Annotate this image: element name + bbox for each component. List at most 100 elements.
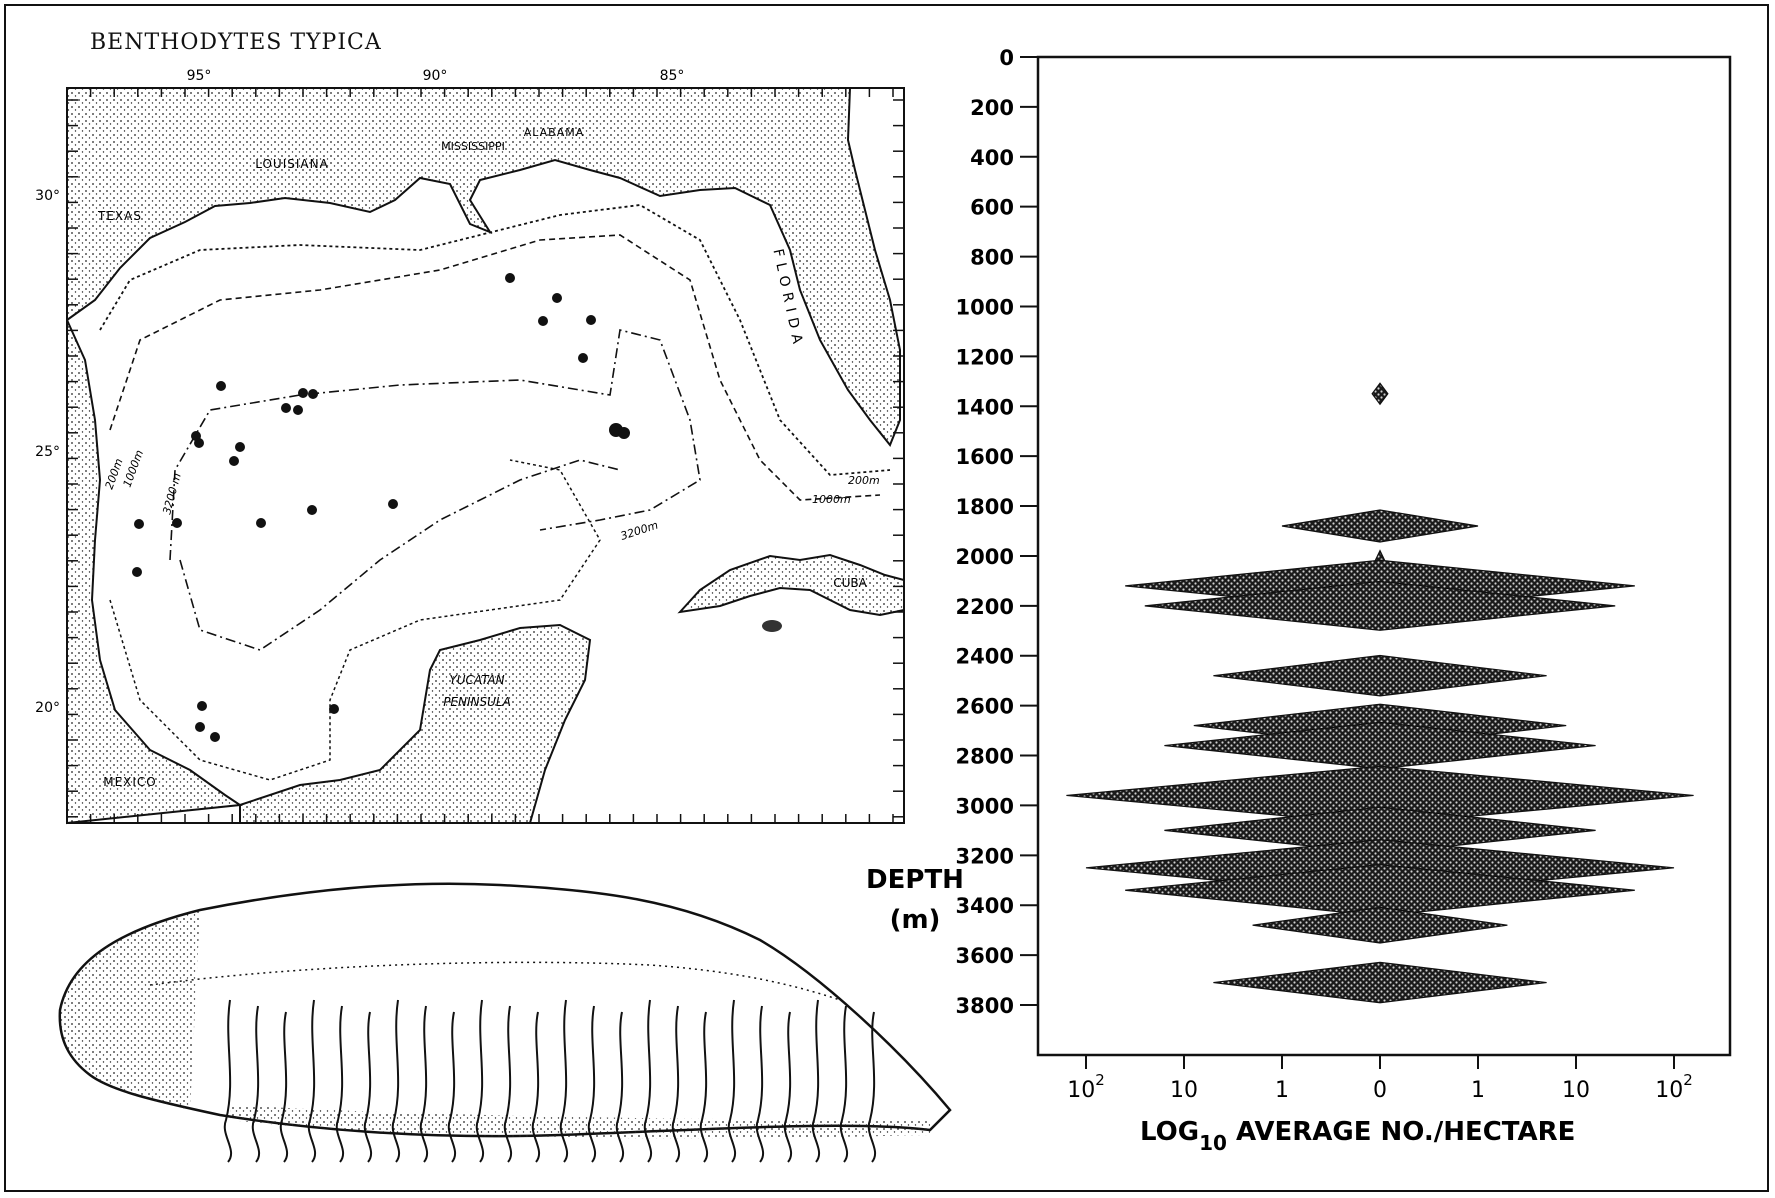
cuba-island bbox=[677, 553, 905, 617]
papilla bbox=[251, 1005, 261, 1163]
station-dot bbox=[134, 519, 144, 529]
papilla bbox=[699, 1011, 709, 1163]
kite bbox=[1066, 765, 1694, 826]
station-dot bbox=[618, 427, 630, 439]
station-dot bbox=[256, 518, 266, 528]
contour-label-200m-east: 200m bbox=[848, 474, 880, 487]
lon-label-90: 90° bbox=[423, 68, 448, 84]
label-peninsula: PENINSULA bbox=[443, 695, 511, 709]
y-tick-label: 1200 bbox=[956, 345, 1014, 369]
y-tick-label: 600 bbox=[970, 196, 1014, 220]
y-tick-label: 800 bbox=[970, 246, 1014, 270]
kite-diagram: 0200400600800100012001400160018002000220… bbox=[866, 46, 1732, 1155]
papilla bbox=[587, 1005, 597, 1163]
y-axis-label-line2: (m) bbox=[890, 905, 941, 935]
label-yucatan: YUCATAN bbox=[449, 673, 504, 687]
kite bbox=[1371, 382, 1389, 406]
x-tick-exponent: 2 bbox=[1095, 1071, 1105, 1089]
papilla bbox=[307, 999, 317, 1163]
y-tick-label: 200 bbox=[970, 96, 1014, 120]
y-axis-label-line1: DEPTH bbox=[866, 865, 964, 895]
station-dot bbox=[329, 704, 339, 714]
papilla bbox=[727, 999, 737, 1163]
x-tick-label: 10 bbox=[1170, 1078, 1198, 1103]
papilla bbox=[559, 999, 569, 1163]
kite bbox=[1144, 580, 1616, 631]
specimen-dorsal-line bbox=[149, 961, 841, 1001]
label-mississippi: MISSISSIPPI bbox=[441, 140, 505, 153]
papilla bbox=[811, 999, 821, 1163]
y-tick-label: 2800 bbox=[956, 745, 1014, 769]
x-axis-label-subscript: 10 bbox=[1199, 1131, 1227, 1155]
lat-label-30: 30° bbox=[35, 188, 60, 204]
station-dot bbox=[578, 353, 588, 363]
figure-frame bbox=[4, 4, 1769, 1192]
papilla bbox=[503, 1005, 513, 1163]
lon-label-95: 95° bbox=[187, 68, 212, 84]
papilla bbox=[475, 999, 485, 1163]
coastline-west bbox=[66, 319, 243, 825]
label-mexico: MEXICO bbox=[103, 775, 157, 789]
papilla bbox=[643, 999, 653, 1163]
coastline-north bbox=[66, 87, 901, 447]
station-dot bbox=[235, 442, 245, 452]
station-dot bbox=[195, 722, 205, 732]
papilla bbox=[447, 1011, 457, 1163]
y-tick-label: 3200 bbox=[956, 844, 1014, 868]
contour-label-1000m-east: 1000m bbox=[812, 493, 851, 506]
station-dot bbox=[194, 438, 204, 448]
papilla bbox=[223, 999, 233, 1163]
station-dot bbox=[197, 701, 207, 711]
label-louisiana: LOUISIANA bbox=[255, 157, 329, 171]
papilla bbox=[279, 1011, 289, 1163]
contour-3200m-north bbox=[169, 329, 701, 561]
contour-label-3200m-east: 3200m bbox=[619, 519, 660, 543]
y-tick-label: 2600 bbox=[956, 695, 1014, 719]
specimen-sketch bbox=[58, 882, 952, 1163]
kite bbox=[1281, 509, 1479, 543]
station-dot bbox=[172, 518, 182, 528]
lon-label-85: 85° bbox=[660, 68, 685, 84]
label-cuba: CUBA bbox=[833, 576, 867, 590]
kite-series bbox=[1066, 382, 1694, 1004]
x-tick-label: 10 bbox=[1562, 1078, 1590, 1103]
papilla bbox=[335, 1005, 345, 1163]
specimen-body-outline bbox=[58, 882, 952, 1138]
kite bbox=[1252, 906, 1508, 944]
station-dot bbox=[132, 567, 142, 577]
contour-label-1000m-west: 1000m bbox=[121, 448, 146, 489]
contour-1000m bbox=[109, 234, 881, 501]
lat-label-25: 25° bbox=[35, 444, 60, 460]
y-tick-label: 1000 bbox=[956, 295, 1014, 319]
station-dot bbox=[229, 456, 239, 466]
papilla bbox=[839, 1005, 849, 1163]
x-axis-label: LOG10 AVERAGE NO./HECTARE bbox=[1140, 1117, 1575, 1155]
contour-yucatan-shelf bbox=[109, 459, 601, 781]
specimen-foot-stipple bbox=[230, 1105, 930, 1139]
y-tick-label: 2200 bbox=[956, 595, 1014, 619]
station-dot bbox=[281, 403, 291, 413]
map-ticks bbox=[66, 88, 904, 823]
station-dot bbox=[298, 388, 308, 398]
papilla bbox=[867, 1011, 877, 1163]
x-tick-label: 0 bbox=[1373, 1078, 1387, 1103]
kite bbox=[1213, 961, 1547, 1004]
station-dot bbox=[586, 315, 596, 325]
specimen-papillae bbox=[223, 999, 877, 1163]
papilla bbox=[755, 1005, 765, 1163]
x-axis-label-main: LOG bbox=[1140, 1117, 1199, 1147]
kite bbox=[1125, 864, 1635, 917]
lat-label-20: 20° bbox=[35, 700, 60, 716]
y-tick-label: 3000 bbox=[956, 794, 1014, 818]
y-tick-label: 2000 bbox=[956, 545, 1014, 569]
x-tick-exponent: 2 bbox=[1683, 1071, 1693, 1089]
specimen-head-stipple bbox=[59, 910, 200, 1110]
figure-title: BENTHODYTES TYPICA bbox=[90, 30, 382, 55]
kite bbox=[1213, 654, 1547, 697]
station-dot bbox=[308, 389, 318, 399]
station-dot bbox=[307, 505, 317, 515]
papilla bbox=[419, 1005, 429, 1163]
x-axis-label-rest: AVERAGE NO./HECTARE bbox=[1227, 1117, 1575, 1147]
x-tick-label: 1 bbox=[1275, 1078, 1289, 1103]
